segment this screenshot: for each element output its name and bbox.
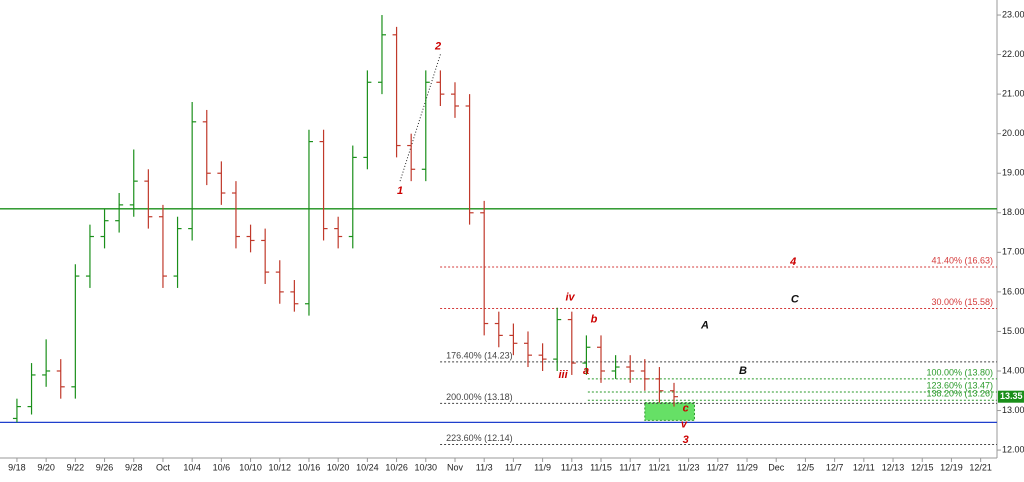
x-tick-label: 9/26 [96,462,114,472]
x-tick-label: 12/21 [969,462,992,472]
y-tick-label: 17.00 [1002,247,1024,257]
x-tick-label: 11/13 [561,462,583,472]
fib-label: 100.00% (13.80) [926,367,993,377]
x-tick-label: 9/22 [67,462,85,472]
x-tick-label: 11/29 [736,462,758,472]
x-tick-label: 10/16 [298,462,321,472]
x-tick-label: 11/21 [648,462,670,472]
x-tick-label: 9/20 [37,462,55,472]
x-tick-label: 10/20 [327,462,350,472]
fib-label: 41.40% (16.63) [931,255,993,265]
wave-label: v [681,418,688,430]
wave-label: c [683,402,689,414]
x-tick-label: 10/26 [385,462,408,472]
wave-label: b [591,313,598,325]
wave-label: iii [558,369,568,381]
x-tick-label: 11/7 [505,462,522,472]
y-tick-label: 23.00 [1002,9,1024,19]
x-tick-label: 11/3 [476,462,493,472]
x-tick-label: 10/12 [269,462,292,472]
wave-label: 1 [397,185,403,197]
x-tick-label: Dec [768,462,785,472]
wave-label: C [791,294,800,306]
x-tick-label: 12/11 [853,462,875,472]
y-tick-label: 20.00 [1002,128,1024,138]
wave-label: B [739,365,747,377]
fib-label: 200.00% (13.18) [446,392,513,402]
x-tick-label: 12/19 [940,462,963,472]
fib-label: 176.40% (14.23) [446,350,513,360]
x-tick-label: 11/9 [534,462,551,472]
x-tick-label: 12/7 [826,462,844,472]
x-tick-label: 11/23 [678,462,700,472]
y-tick-label: 21.00 [1002,89,1024,99]
last-price-badge [998,390,1024,403]
x-tick-label: 10/30 [415,462,438,472]
y-tick-label: 16.00 [1002,286,1024,296]
x-tick-label: 9/18 [8,462,26,472]
x-tick-label: 9/28 [125,462,143,472]
wave-label: a [583,365,589,377]
y-tick-label: 15.00 [1002,326,1024,336]
y-tick-label: 13.00 [1002,405,1024,415]
x-tick-label: 10/24 [356,462,379,472]
y-tick-label: 22.00 [1002,49,1024,59]
y-tick-label: 18.00 [1002,207,1024,217]
x-tick-label: 10/4 [183,462,201,472]
fib-label: 123.60% (13.47) [926,380,993,390]
fib-label: 223.60% (12.14) [446,433,513,443]
wave-label: 2 [434,41,441,53]
fib-label: 30.00% (15.58) [931,297,993,307]
y-tick-label: 14.00 [1002,365,1024,375]
wave-label: 4 [789,256,796,268]
target-zone [644,402,695,421]
x-tick-label: 12/15 [911,462,934,472]
x-tick-label: 10/6 [213,462,231,472]
x-tick-label: 11/15 [590,462,612,472]
x-tick-label: 12/5 [797,462,815,472]
fib-label: 138.20% (13.26) [926,389,993,399]
trendline [399,52,442,182]
x-tick-label: Nov [447,462,464,472]
wave-label: 3 [683,434,689,446]
wave-label: iv [565,292,575,304]
y-tick-label: 12.00 [1002,444,1024,454]
x-tick-label: 11/17 [619,462,641,472]
x-tick-label: 10/10 [239,462,262,472]
x-tick-label: Oct [156,462,171,472]
x-tick-label: 11/27 [707,462,729,472]
y-tick-label: 19.00 [1002,168,1024,178]
x-tick-label: 12/13 [882,462,905,472]
last-price-label: 13.35 [1000,391,1023,401]
wave-label: A [700,319,709,331]
